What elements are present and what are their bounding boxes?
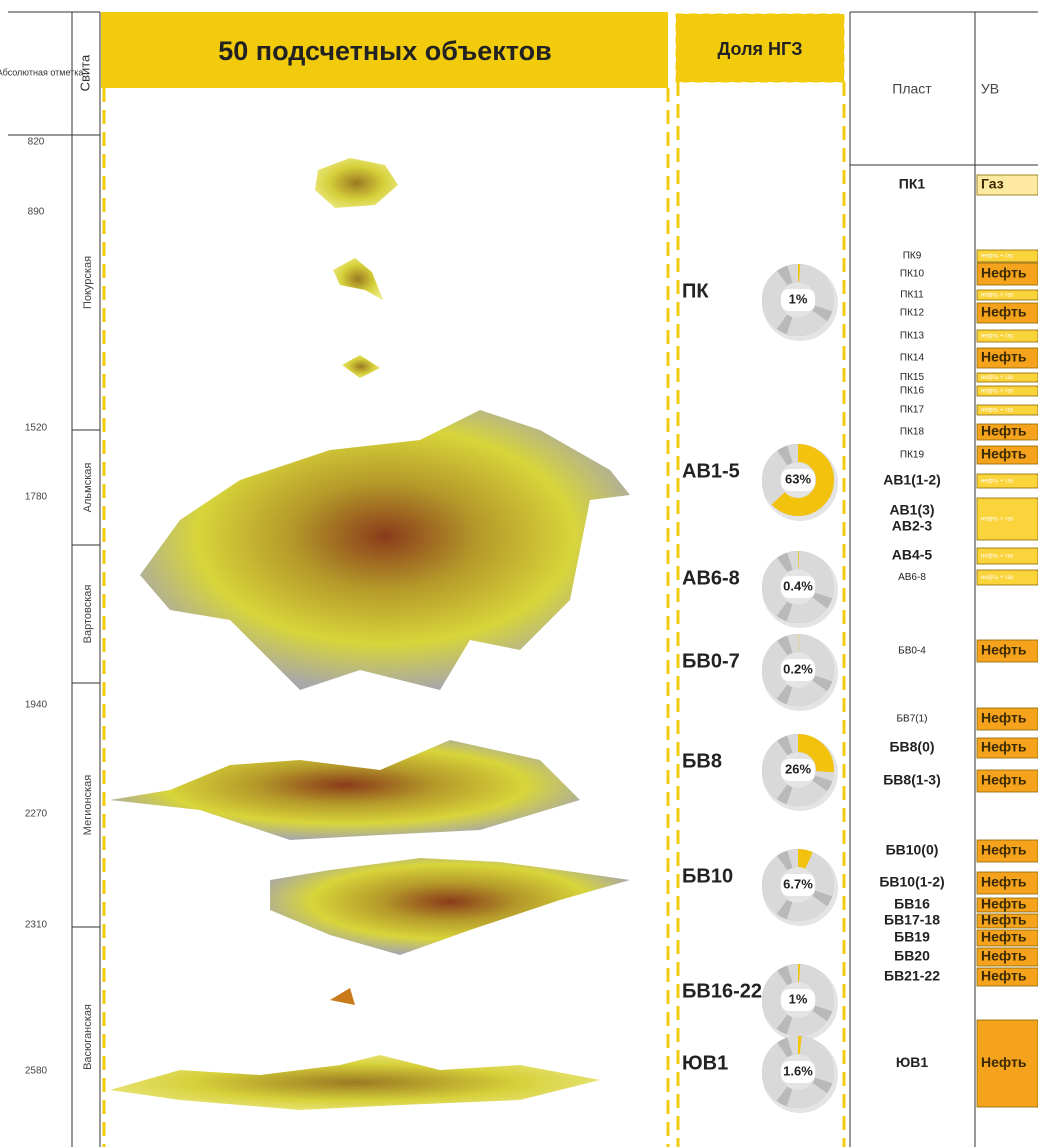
fluid-label: Нефть (981, 874, 1027, 890)
depth-header: Абсолютная отметка (0, 67, 83, 77)
share-label: АВ6-8 (682, 567, 740, 589)
suite-label: Мегионская (82, 775, 94, 835)
share-value: 0.4% (783, 578, 813, 593)
share-value: 0.2% (783, 661, 813, 676)
layer-name: БВ10(0) (886, 842, 939, 858)
fluid-label: Нефть (981, 772, 1027, 788)
fluid-label: Нефть (981, 710, 1027, 726)
layer-name: ПК14 (900, 353, 925, 364)
fluid-label: Нефть (981, 349, 1027, 365)
layer-name: АВ4-5 (892, 547, 933, 563)
layer-header: Пласт (892, 81, 932, 97)
suite-label: Альмская (82, 463, 94, 513)
depth-label: 1940 (25, 700, 48, 711)
layer-name: БВ21-22 (884, 968, 940, 984)
layer-name: ПК15 (900, 372, 925, 383)
layer-name: АВ1(1-2) (883, 472, 941, 488)
layer-name: БВ10(1-2) (879, 874, 944, 890)
layer-name: БВ19 (894, 929, 930, 945)
fluid-label: Нефть (981, 265, 1027, 281)
fluid-label: Нефть (981, 896, 1027, 912)
fluid-label: Нефть (981, 968, 1027, 984)
share-value: 6.7% (783, 876, 813, 891)
suite-label: Вартовская (82, 585, 94, 644)
layer-name: ЮВ1 (896, 1054, 929, 1070)
fluid-header: УВ (981, 81, 999, 97)
fluid-label: нефть + газ (981, 408, 1013, 414)
fluid-label: нефть + газ (981, 554, 1013, 560)
fluid-label: нефть + газ (981, 479, 1013, 485)
layer-name: БВ0-4 (898, 646, 926, 657)
terrain-maps (110, 158, 630, 1110)
fluid-label: Нефть (981, 912, 1027, 928)
share-value: 1% (789, 291, 808, 306)
share-label: БВ16-22 (682, 980, 762, 1002)
fluid-label: Нефть (981, 929, 1027, 945)
fluid-label: Нефть (981, 446, 1027, 462)
depth-label: 890 (28, 207, 45, 218)
layer-name: ПК1 (899, 176, 926, 192)
fluid-label: нефть + газ (981, 375, 1013, 381)
share-label: БВ10 (682, 865, 733, 887)
fluid-label: Нефть (981, 948, 1027, 964)
fluid-label: Нефть (981, 304, 1027, 320)
share-value: 63% (785, 471, 811, 486)
share-label: АВ1-5 (682, 460, 740, 482)
layer-name: ПК10 (900, 269, 925, 280)
layer-name: БВ17-18 (884, 912, 940, 928)
layer-name: АВ1(3) (889, 502, 934, 518)
fluid-label: Нефть (981, 642, 1027, 658)
share-label: БВ8 (682, 750, 722, 772)
layer-name: БВ7(1) (896, 714, 927, 725)
page: Абсолютная отметка Свита 50 подсчетных о… (0, 0, 1038, 1147)
fluid-label: Нефть (981, 423, 1027, 439)
layer-name: ПК19 (900, 450, 925, 461)
share-label: БВ0-7 (682, 650, 740, 672)
fluid-label: Нефть (981, 1054, 1027, 1070)
fluid-label: Нефть (981, 739, 1027, 755)
depth-label: 2580 (25, 1066, 48, 1077)
share-value: 26% (785, 761, 811, 776)
fluid-label: нефть + газ (981, 517, 1013, 523)
depth-label: 2310 (25, 920, 48, 931)
fluid-label: нефть + газ (981, 293, 1013, 299)
layer-name: ПК17 (900, 405, 925, 416)
fluid-label: нефть + газ (981, 575, 1013, 581)
depth-label: 1520 (25, 423, 48, 434)
layer-name: АВ6-8 (898, 572, 926, 583)
share-value: 1.6% (783, 1063, 813, 1078)
title: 50 подсчетных объектов (218, 36, 552, 66)
layer-name: БВ8(1-3) (883, 772, 941, 788)
suite-header: Свита (77, 54, 92, 91)
depth-label: 820 (28, 137, 45, 148)
layer-name: ПК11 (900, 290, 924, 301)
layer-name: ПК18 (900, 427, 925, 438)
depth-label: 2270 (25, 809, 48, 820)
depth-label: 1780 (25, 492, 48, 503)
share-header: Доля НГЗ (717, 39, 802, 59)
share-label: ЮВ1 (682, 1052, 728, 1074)
suite-label: Васюганская (82, 1004, 94, 1070)
fluid-label: нефть + газ (981, 254, 1013, 260)
fluid-label: Нефть (981, 842, 1027, 858)
layer-name: БВ20 (894, 948, 930, 964)
layer-name: ПК12 (900, 308, 925, 319)
layer-name: БВ16 (894, 896, 930, 912)
layer-name: БВ8(0) (889, 739, 934, 755)
share-label: ПК (682, 280, 709, 302)
layer-name: АВ2-3 (892, 518, 933, 534)
layer-name: ПК13 (900, 331, 925, 342)
suite-label: Покурская (82, 256, 94, 309)
fluid-label: нефть + газ (981, 334, 1013, 340)
layer-name: ПК16 (900, 386, 925, 397)
fluid-label: нефть + газ (981, 389, 1013, 395)
share-value: 1% (789, 991, 808, 1006)
layer-name: ПК9 (903, 251, 922, 262)
fluid-label: Газ (981, 176, 1004, 192)
